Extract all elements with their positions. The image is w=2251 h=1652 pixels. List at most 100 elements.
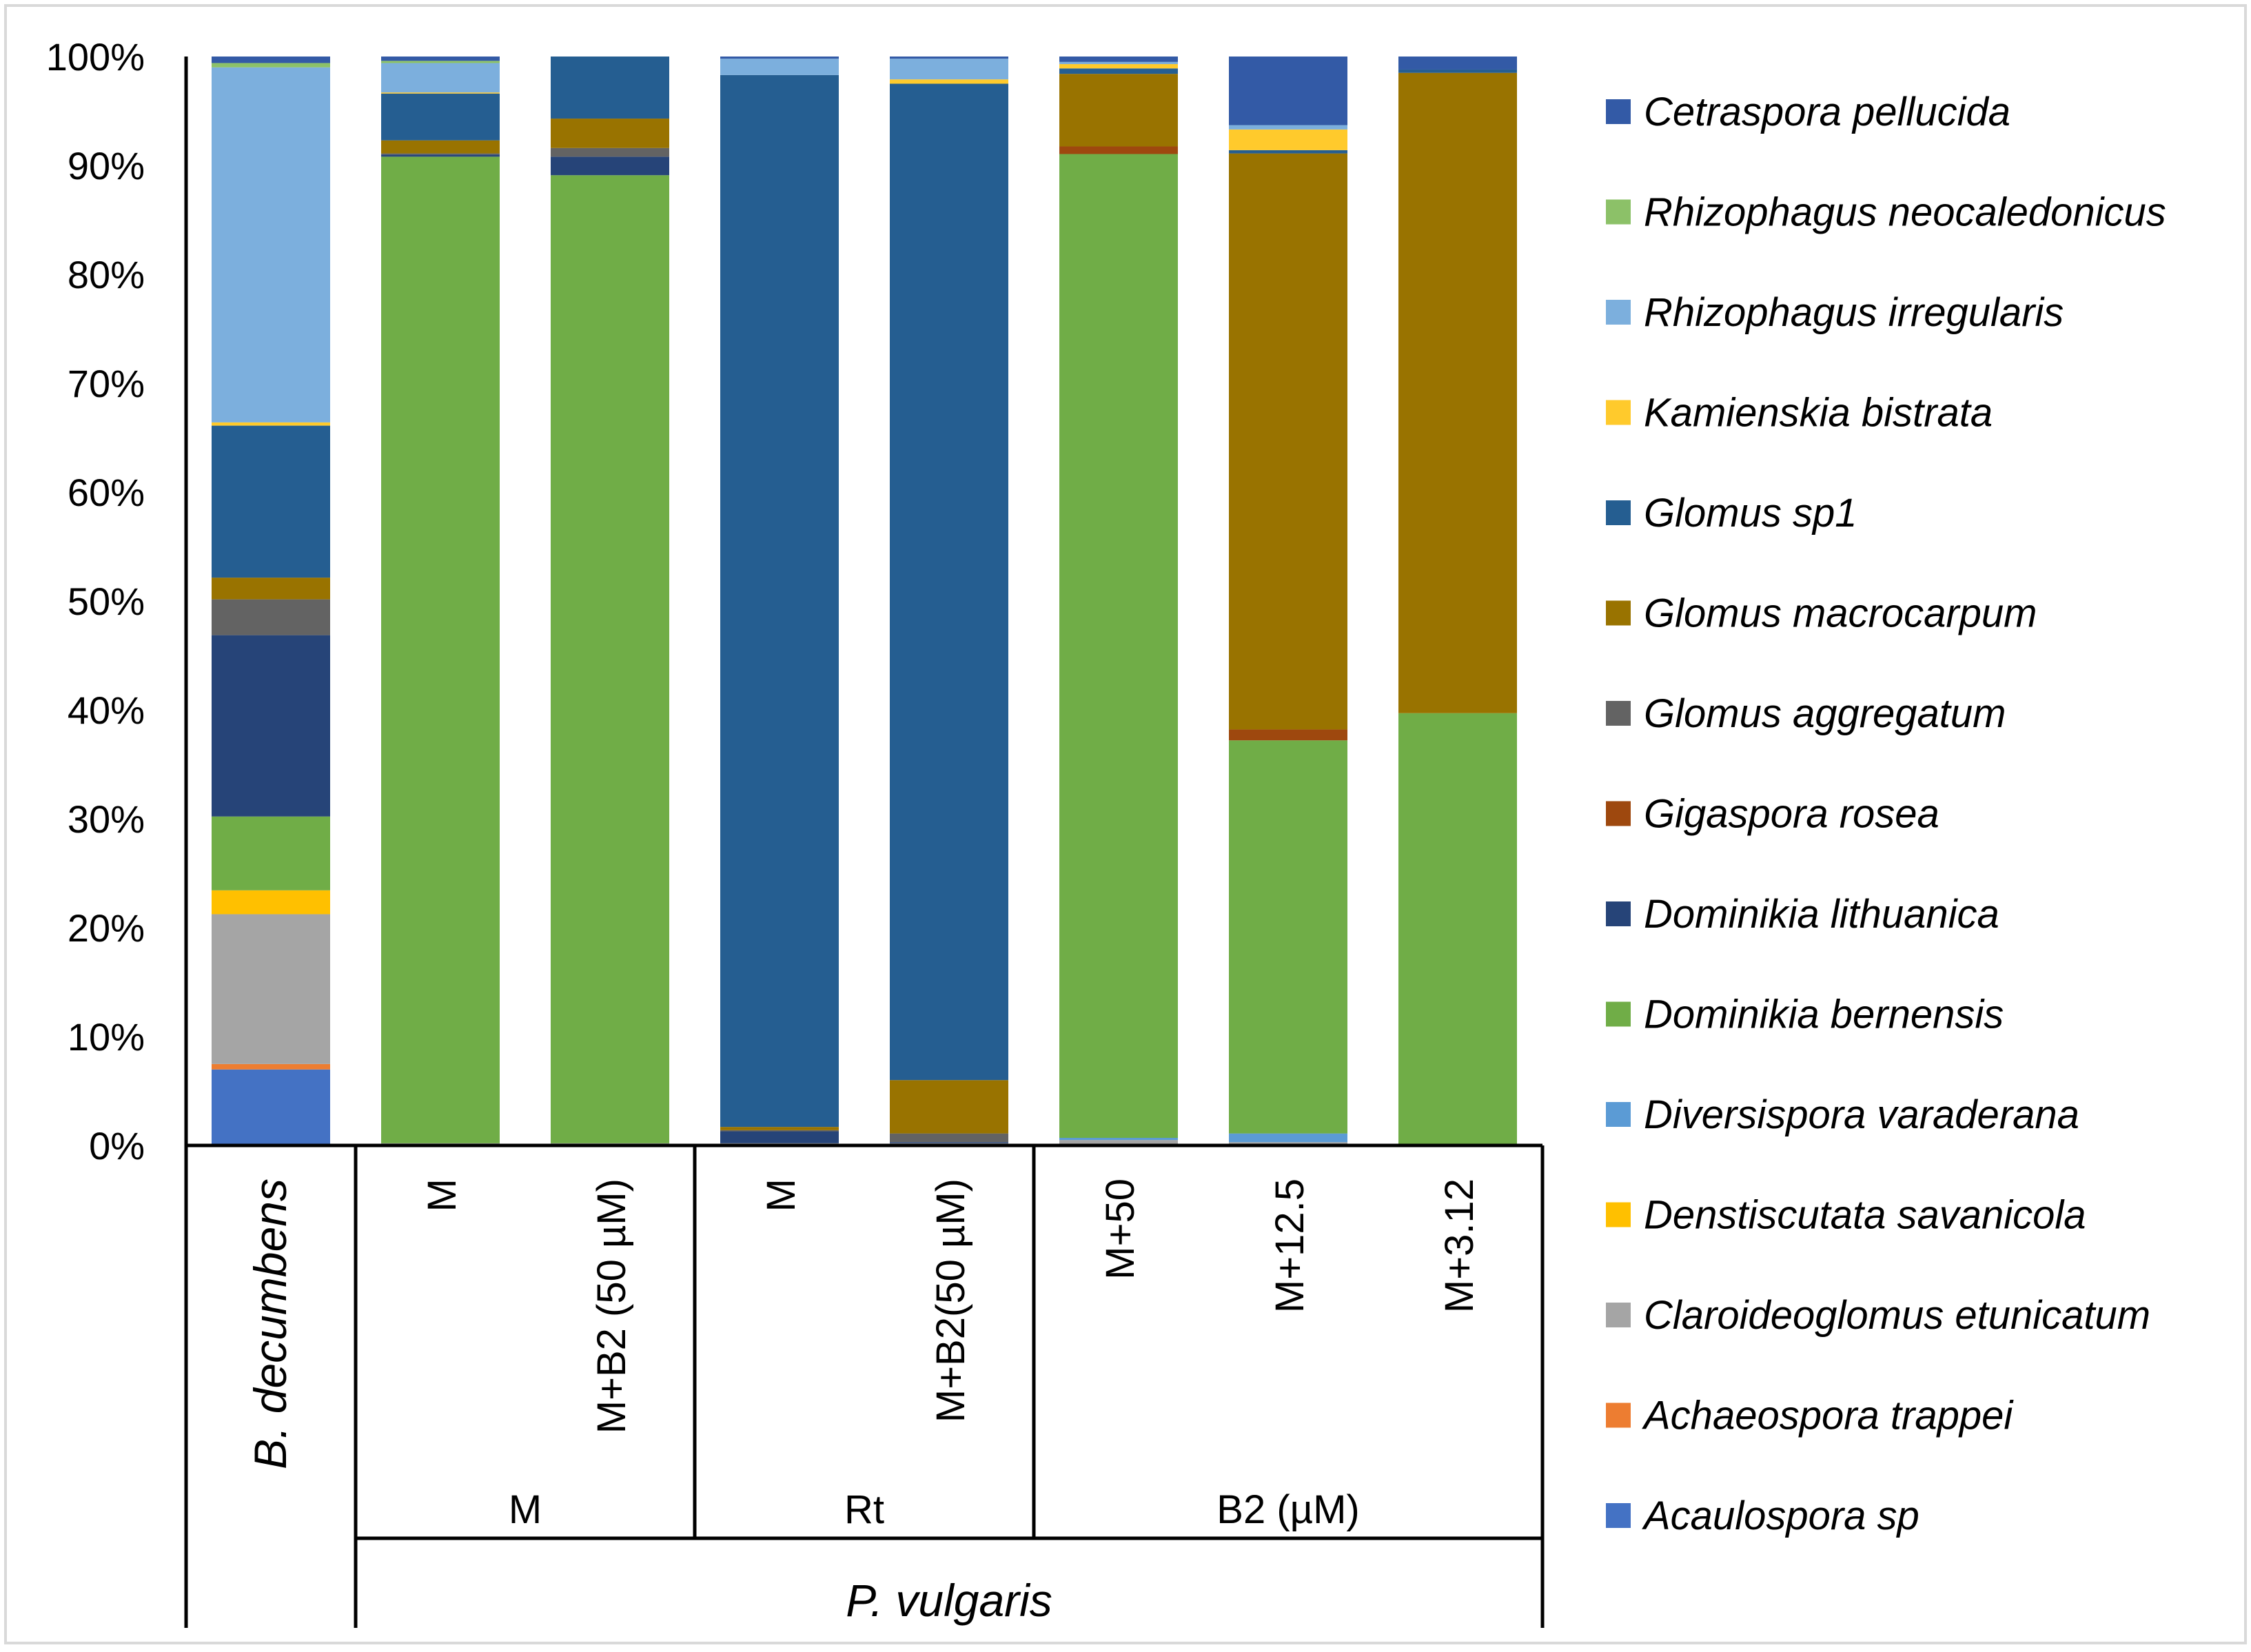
y-tick-label: 50%	[68, 580, 145, 623]
legend: Cetraspora pellucida Rhizophagus neocaled…	[1606, 90, 2166, 1538]
legend-swatch-kamienskia-bistrata	[1606, 400, 1631, 425]
legend-label-glomus-macrocarpum: Glomus macrocarpum	[1644, 591, 2037, 636]
bar-segment-dominikia-bernensis-6	[1059, 154, 1178, 1138]
bar-segment-dominikia-bernensis-1	[212, 816, 330, 890]
bar-segment-glomus-aggregatum-1	[212, 599, 330, 635]
bar-segment-kamienskia-bistrata-7	[1229, 129, 1347, 150]
legend-swatch-cetraspora-pellucida	[1606, 99, 1631, 124]
bar-segment-diversispora-varaderana-6	[1059, 1137, 1178, 1141]
legend-swatch-acaulospora-sp	[1606, 1503, 1631, 1528]
legend-label-denstiscutata-savanicola: Denstiscutata savanicola	[1644, 1193, 2086, 1238]
x-category-label: M+12.5	[1267, 1179, 1312, 1313]
bar-segment-denstiscutata-savanicola-1	[212, 890, 330, 915]
bar-segment-glomus-macrocarpum-2	[381, 140, 500, 154]
legend-label-glomus-sp1: Glomus sp1	[1644, 491, 1857, 536]
legend-label-cetraspora-pellucida: Cetraspora pellucida	[1644, 90, 2010, 134]
bar-segment-glomus-sp1-6	[1059, 68, 1178, 74]
bar-segment-kamienskia-bistrata-1	[212, 422, 330, 426]
bar-segment-dominikia-lithuanica-5	[890, 1142, 1008, 1143]
legend-label-claroideoglomus-etunicatum: Claroideoglomus etunicatum	[1644, 1293, 2150, 1338]
x-group-label: M	[509, 1487, 542, 1532]
y-tick-label: 0%	[89, 1124, 145, 1167]
bar-segment-cetraspora-pellucida-6	[1059, 57, 1178, 62]
bar-segment-glomus-sp1-5	[890, 83, 1008, 1081]
bar-segment-cetraspora-pellucida-4	[720, 57, 839, 59]
bar-segment-cetraspora-pellucida-1	[212, 57, 330, 63]
bar-segment-claroideoglomus-etunicatum-1	[212, 914, 330, 1064]
x-category-label: M+B2(50 µM)	[928, 1179, 973, 1422]
legend-swatch-dominikia-bernensis	[1606, 1001, 1631, 1027]
x-species-label: P. vulgaris	[846, 1575, 1052, 1626]
bar-segment-cetraspora-pellucida-5	[890, 57, 1008, 59]
legend-swatch-glomus-macrocarpum	[1606, 600, 1631, 626]
x-category-label: M	[420, 1179, 465, 1212]
x-category-label: M	[759, 1179, 804, 1212]
bar-segment-dominikia-lithuanica-4	[720, 1131, 839, 1143]
legend-swatch-gigaspora-rosea	[1606, 801, 1631, 826]
bar-segment-dominikia-lithuanica-3	[551, 156, 669, 176]
x-category-label: M+B2 (50 µM)	[589, 1179, 634, 1434]
y-tick-label: 80%	[68, 253, 145, 296]
legend-swatch-rhizophagus-irregularis	[1606, 300, 1631, 325]
bar-segment-glomus-aggregatum-3	[551, 147, 669, 157]
legend-label-achaeospora-trappei: Achaeospora trappei	[1642, 1394, 2014, 1438]
y-tick-label: 70%	[68, 362, 145, 405]
bar-segment-glomus-sp1-2	[381, 93, 500, 141]
bar-segment-glomus-macrocarpum-7	[1229, 153, 1347, 730]
bar-segment-dominikia-bernensis-2	[381, 156, 500, 1143]
bar-segment-gigaspora-rosea-7	[1229, 729, 1347, 741]
bar-segment-rhizophagus-irregularis-7	[1229, 125, 1347, 130]
bar-segment-glomus-sp1-1	[212, 425, 330, 578]
legend-label-rhizophagus-irregularis: Rhizophagus irregularis	[1644, 290, 2064, 335]
legend-swatch-achaeospora-trappei	[1606, 1403, 1631, 1428]
bar-segment-diversispora-varaderana-7	[1229, 1133, 1347, 1143]
bar-segment-glomus-macrocarpum-3	[551, 119, 669, 148]
bar-segment-glomus-aggregatum-4	[720, 1130, 839, 1132]
bar-segment-gigaspora-rosea-6	[1059, 146, 1178, 154]
bar-segment-cetraspora-pellucida-8	[1398, 57, 1517, 70]
bar-segment-kamienskia-bistrata-2	[381, 92, 500, 94]
bar-segment-kamienskia-bistrata-5	[890, 79, 1008, 84]
bar-segment-glomus-macrocarpum-8	[1398, 72, 1517, 713]
legend-swatch-rhizophagus-neocaledonicus	[1606, 199, 1631, 225]
y-tick-label: 30%	[68, 797, 145, 841]
bar-segment-rhizophagus-irregularis-6	[1059, 61, 1178, 65]
legend-label-diversispora-varaderana: Diversispora varaderana	[1644, 1092, 2079, 1137]
y-tick-label: 100%	[46, 35, 145, 79]
bar-segment-dominikia-lithuanica-2	[381, 154, 500, 157]
x-group-label: Rt	[844, 1487, 884, 1532]
legend-label-gigaspora-rosea: Gigaspora rosea	[1644, 792, 1939, 837]
legend-swatch-glomus-aggregatum	[1606, 701, 1631, 726]
bar-segment-rhizophagus-irregularis-4	[720, 59, 839, 75]
bar-segment-dominikia-bernensis-7	[1229, 740, 1347, 1134]
bar-segment-glomus-macrocarpum-6	[1059, 74, 1178, 147]
bar-segment-glomus-aggregatum-2	[381, 153, 500, 155]
legend-label-rhizophagus-neocaledonicus: Rhizophagus neocaledonicus	[1644, 190, 2166, 235]
bar-segment-dominikia-bernensis-3	[551, 175, 669, 1143]
bar-segment-rhizophagus-neocaledonicus-2	[381, 61, 500, 63]
bar-segment-achaeospora-trappei-1	[212, 1063, 330, 1070]
bar-segment-glomus-sp1-8	[1398, 69, 1517, 73]
x-category-label: B. decumbens	[245, 1179, 296, 1469]
y-tick-label: 90%	[68, 144, 145, 187]
legend-swatch-denstiscutata-savanicola	[1606, 1202, 1631, 1227]
y-tick-label: 10%	[68, 1015, 145, 1059]
bar-segment-glomus-macrocarpum-4	[720, 1127, 839, 1130]
bar-segment-glomus-macrocarpum-1	[212, 578, 330, 600]
legend-label-acaulospora-sp: Acaulospora sp	[1642, 1493, 1919, 1538]
x-category-label: M+3.12	[1437, 1179, 1482, 1313]
y-tick-label: 40%	[68, 689, 145, 732]
bar-segment-dominikia-lithuanica-1	[212, 635, 330, 817]
bar-segment-claroideoglomus-etunicatum-6	[1059, 1140, 1178, 1145]
legend-swatch-diversispora-varaderana	[1606, 1102, 1631, 1127]
bar-segment-glomus-macrocarpum-5	[890, 1080, 1008, 1134]
legend-label-dominikia-lithuanica: Dominikia lithuanica	[1644, 892, 1999, 937]
bar-segment-rhizophagus-irregularis-1	[212, 67, 330, 422]
bar-segment-glomus-sp1-3	[551, 57, 669, 119]
legend-swatch-claroideoglomus-etunicatum	[1606, 1303, 1631, 1327]
bar-segment-dominikia-bernensis-8	[1398, 713, 1517, 1145]
legend-swatch-glomus-sp1	[1606, 500, 1631, 525]
bar-segment-glomus-sp1-7	[1229, 150, 1347, 154]
